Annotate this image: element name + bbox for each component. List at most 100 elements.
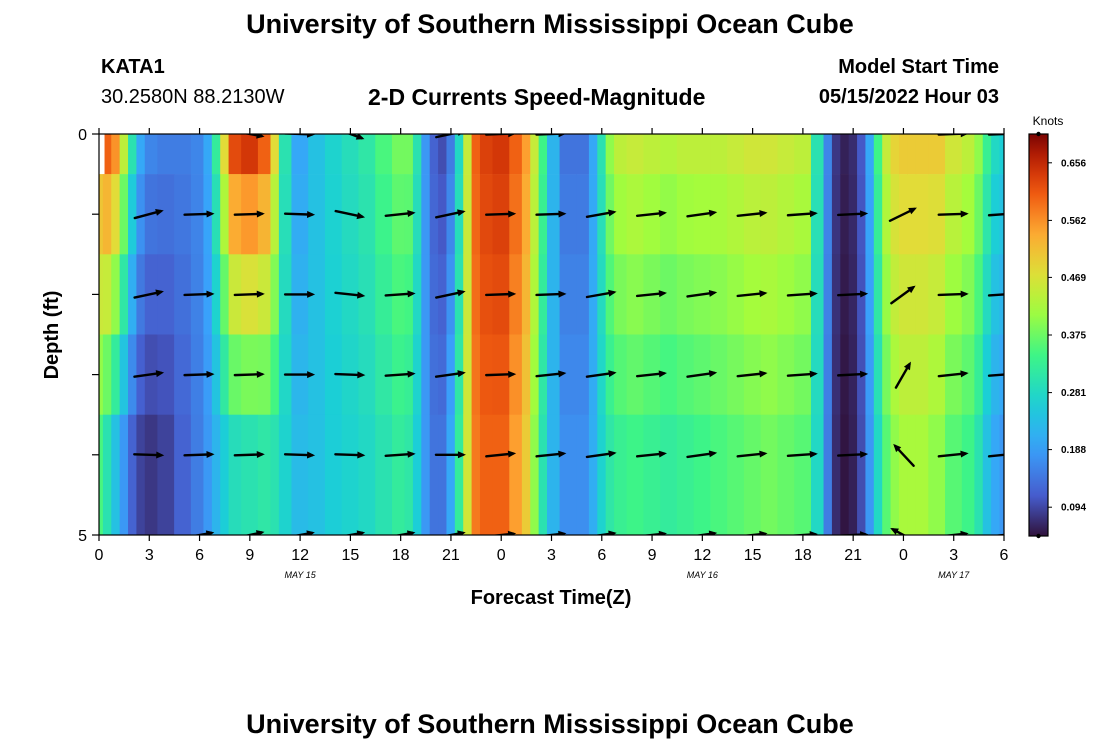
heatmap-cell — [429, 414, 439, 535]
x-tick-label: 12 — [291, 547, 309, 564]
current-arrow — [244, 530, 265, 535]
heatmap-cell — [136, 254, 146, 335]
current-arrow — [635, 450, 667, 458]
heatmap-cell — [890, 254, 900, 335]
heatmap-cell — [530, 174, 540, 255]
heatmap-cell — [945, 134, 963, 175]
heatmap-cell — [831, 334, 841, 415]
heatmap-cell — [928, 254, 946, 335]
heatmap-cell — [760, 334, 779, 415]
current-arrow — [937, 290, 969, 298]
heatmap-cell — [831, 254, 841, 335]
heatmap-cell — [324, 134, 343, 175]
heatmap-cell — [559, 334, 577, 415]
colorbar-tick-label: 0.375 — [1061, 331, 1086, 342]
heatmap-cell — [521, 174, 531, 255]
heatmap-cell — [220, 414, 230, 535]
station-coordinates: 30.2580N 88.2130W — [101, 86, 285, 108]
current-arrow — [987, 293, 1004, 297]
current-arrow — [242, 134, 265, 139]
heatmap-cell — [438, 134, 448, 175]
heatmap-cell — [873, 414, 883, 535]
heatmap-cell — [446, 414, 456, 535]
current-arrow — [893, 443, 915, 467]
heatmap-cell — [840, 414, 850, 535]
heatmap-cell — [492, 134, 510, 175]
heatmap-cell — [454, 134, 464, 175]
heatmap-cell — [220, 254, 230, 335]
heatmap-cell — [211, 414, 221, 535]
current-arrow — [334, 371, 366, 379]
heatmap-cell — [521, 334, 531, 415]
heatmap-cell — [982, 414, 992, 535]
colorbar-tick-label: 0.281 — [1061, 388, 1086, 399]
heatmap-cell — [538, 134, 548, 175]
model-start-label: Model Start Time — [838, 56, 999, 78]
heatmap-cell — [794, 134, 812, 175]
heatmap-cell — [190, 134, 205, 175]
heatmap-cell — [588, 254, 598, 335]
heatmap-cell — [559, 254, 577, 335]
heatmap-cell — [128, 334, 138, 415]
heatmap-cell — [404, 134, 414, 175]
heatmap-cell — [777, 254, 795, 335]
current-arrow — [434, 370, 466, 378]
heatmap-cell — [128, 174, 138, 255]
current-arrow — [540, 530, 567, 535]
heatmap-cell — [945, 414, 963, 535]
heatmap-cell — [693, 134, 712, 175]
heatmap-cell — [823, 414, 833, 535]
heatmap-cell — [102, 174, 112, 255]
heatmap-cell — [907, 174, 917, 255]
current-arrow — [836, 450, 869, 458]
heatmap-cell — [823, 174, 833, 255]
heatmap-cell — [521, 414, 531, 535]
heatmap-cell — [794, 414, 812, 535]
x-tick-label: 15 — [341, 547, 359, 564]
heatmap-cell — [220, 134, 230, 175]
heatmap-cell — [270, 174, 280, 255]
heatmap-cell — [308, 254, 326, 335]
current-arrow — [836, 290, 869, 298]
heatmap-cell — [99, 254, 104, 335]
heatmap-cell — [471, 254, 481, 335]
heatmap-cell — [412, 134, 422, 175]
heatmap-cell — [174, 414, 192, 535]
heatmap-cell — [882, 414, 892, 535]
current-arrow — [384, 370, 416, 378]
heatmap-cell — [547, 134, 561, 175]
date-label: MAY 15 — [285, 570, 317, 580]
heatmap-cell — [676, 134, 695, 175]
heatmap-cell — [375, 134, 393, 175]
heatmap-cell — [873, 334, 883, 415]
heatmap-cell — [760, 134, 779, 175]
heatmap-cell — [915, 254, 929, 335]
heatmap-cell — [530, 334, 540, 415]
colorbar-tick-label: 0.469 — [1061, 273, 1086, 284]
heatmap-cell — [961, 134, 975, 175]
current-arrow — [535, 210, 567, 218]
heatmap-cell — [257, 174, 272, 255]
heatmap-cell — [530, 254, 540, 335]
x-tick-label: 0 — [95, 547, 104, 564]
colorbar-tick-label: 0.094 — [1061, 503, 1086, 514]
heatmap-cell — [660, 254, 678, 335]
current-arrow — [183, 210, 215, 218]
heatmap-cell — [228, 134, 242, 175]
heatmap-cell — [831, 174, 841, 255]
heatmap-cell — [693, 414, 712, 535]
colorbar-label: Knots — [1033, 114, 1064, 128]
heatmap-cell — [576, 174, 590, 255]
current-arrow — [635, 290, 667, 298]
heatmap-cell — [810, 334, 825, 415]
current-arrow — [890, 285, 916, 305]
heatmap-cell — [873, 174, 883, 255]
current-arrow — [183, 451, 215, 459]
heatmap-cell — [174, 254, 192, 335]
heatmap-cell — [421, 134, 431, 175]
heatmap-cell — [157, 134, 175, 175]
heatmap-cell — [810, 414, 825, 535]
heatmap-cell — [614, 254, 628, 335]
heatmap-cell — [358, 254, 376, 335]
heatmap-cell — [559, 174, 577, 255]
